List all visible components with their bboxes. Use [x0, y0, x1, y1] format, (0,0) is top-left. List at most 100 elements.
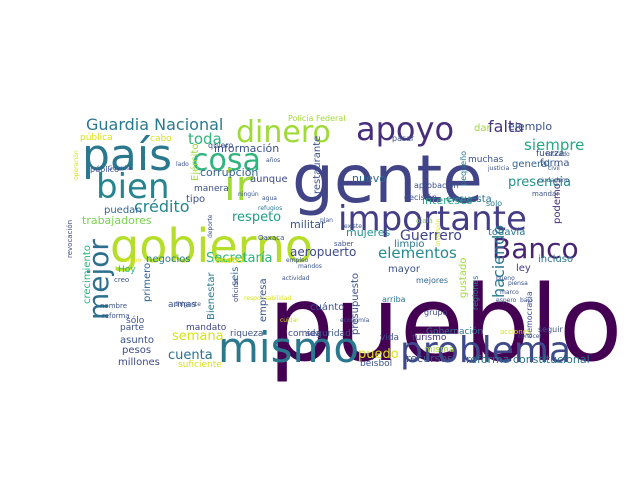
cloud-word: fuerza [536, 149, 564, 159]
cloud-word: lado [176, 161, 189, 168]
cloud-word: inversión [435, 218, 442, 246]
cloud-word: puedo [358, 347, 399, 362]
cloud-word: mejor [82, 239, 115, 320]
cloud-word: dar [474, 123, 491, 134]
cloud-word: incluso [538, 254, 573, 265]
cloud-word: todavía [488, 226, 525, 238]
cloud-word: Guerrero [400, 228, 462, 244]
cloud-word: cuidar [280, 317, 299, 324]
cloud-word: empleo [286, 257, 309, 264]
cloud-word: quiero [208, 141, 233, 150]
cloud-word: seis [230, 267, 241, 286]
cloud-word: presencia [508, 175, 571, 190]
cloud-word: gustado [458, 258, 469, 298]
cloud-word: suficiente [178, 360, 222, 370]
cloud-word: saber [334, 240, 354, 248]
cloud-word: siempre [524, 136, 584, 154]
cloud-word: reforma constitucional [466, 353, 590, 366]
cloud-word: información [214, 142, 279, 155]
cloud-word: turismo [412, 333, 447, 343]
cloud-word: muchas [468, 155, 504, 165]
cloud-word: reforma [102, 312, 130, 320]
cloud-word: agua [262, 195, 277, 202]
cloud-word: ejemplo [508, 120, 552, 133]
cloud-word: gente [292, 141, 483, 218]
cloud-word: pública [80, 133, 113, 143]
cloud-word: oficina [232, 279, 240, 302]
cloud-word: ningún [238, 191, 259, 198]
cloud-word: deporte [207, 214, 214, 238]
cloud-word: fondos [212, 256, 243, 266]
cloud-word: nuevo [352, 172, 386, 185]
cloud-word: responsabilidad [244, 295, 292, 302]
cloud-word: bueno [496, 275, 515, 282]
cloud-word: mayor [388, 264, 421, 275]
cloud-word: Hoy [118, 265, 136, 275]
cloud-word: arriba [382, 295, 406, 304]
cloud-word: Policía Federal [288, 114, 345, 123]
cloud-word: aeropuerto [290, 245, 356, 259]
cloud-word: mandar [532, 190, 559, 198]
cloud-word: vida [380, 333, 399, 343]
cloud-word: revocación [66, 220, 74, 258]
cloud-word: armas [168, 300, 196, 310]
cloud-word: gobierno [110, 219, 313, 273]
cloud-word: actividad [282, 275, 310, 282]
cloud-word: semana [172, 329, 224, 344]
cloud-word: civil [548, 165, 560, 172]
cloud-word: Secretaría [206, 251, 272, 266]
cloud-word: decisión [404, 192, 437, 202]
cloud-word: empresa [258, 278, 269, 322]
cloud-word: corrupción [200, 166, 258, 179]
cloud-word: regiones [471, 276, 480, 310]
cloud-word: parte [120, 323, 144, 333]
cloud-word: mandos [298, 263, 322, 270]
cloud-word: toda [188, 130, 222, 148]
cloud-word: dirigente [174, 301, 201, 308]
cloud-word: operación [73, 150, 80, 180]
cloud-word: tipo [186, 194, 205, 205]
cloud-word: podemos [552, 178, 563, 224]
cloud-word: elementos [378, 244, 457, 262]
cloud-word: limpio [394, 239, 425, 250]
cloud-word: bien [96, 167, 170, 207]
cloud-word: plan [320, 217, 333, 224]
cloud-word: general [512, 159, 550, 170]
cloud-word: acciones [500, 328, 531, 336]
cloud-word: marco [500, 289, 519, 296]
cloud-word: problema [400, 330, 571, 371]
cloud-word: ley [516, 263, 531, 274]
cloud-word: pasar [392, 134, 415, 143]
cloud-word: aunque [250, 174, 288, 185]
cloud-word: retirado [546, 151, 570, 158]
cloud-word: cuánto [310, 301, 344, 313]
cloud-word: justicia [487, 165, 510, 172]
cloud-word: piensa [508, 280, 528, 287]
cloud-word: beisbol [360, 359, 392, 369]
cloud-word: mandato [186, 323, 227, 333]
cloud-word: puedan [104, 205, 142, 216]
cloud-word: cuenta [168, 348, 213, 363]
cloud-word: mismo [218, 323, 359, 372]
cloud-word: pueblo [268, 263, 622, 385]
cloud-word: seguir [538, 325, 563, 334]
cloud-word: Banco [492, 232, 579, 265]
cloud-word: militar [290, 218, 326, 231]
cloud-word: cosa [192, 143, 261, 178]
cloud-word: trabajadores [82, 214, 152, 227]
cloud-word: mujeres [346, 226, 391, 239]
cloud-word: respeto [232, 210, 281, 225]
cloud-word: aprobación [414, 180, 459, 190]
cloud-word: millones [118, 357, 160, 368]
cloud-word: forma [540, 158, 569, 169]
cloud-word: tiempo [120, 257, 141, 264]
cloud-word: falta [488, 117, 524, 136]
cloud-word: intereses [422, 194, 473, 207]
cloud-word: sólo [126, 315, 145, 326]
cloud-word: primero [142, 263, 153, 302]
cloud-word: Gobernación [426, 326, 483, 337]
cloud-word: Oaxaca [258, 234, 284, 242]
cloud-word: público [90, 165, 119, 174]
